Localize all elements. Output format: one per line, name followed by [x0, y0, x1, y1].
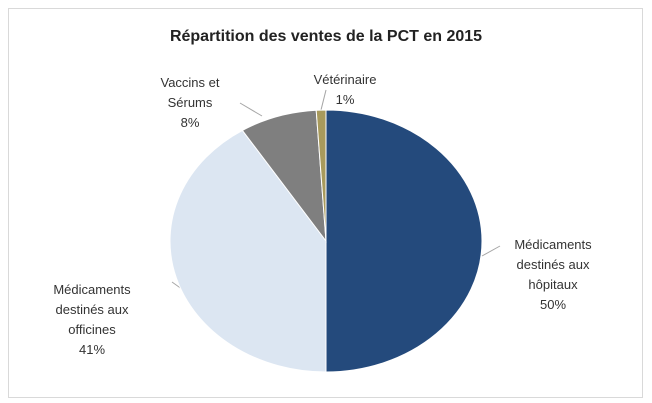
category-label: Médicaments destinés aux officines: [53, 282, 131, 337]
pie-slice: [315, 109, 327, 242]
leader-line: [481, 245, 501, 257]
value-label: 50%: [539, 297, 567, 312]
pie-slice: [169, 129, 327, 373]
leader-line: [239, 102, 263, 117]
chart-border: [8, 8, 643, 398]
value-label: 8%: [180, 115, 200, 130]
data-label: Médicaments destinés aux hôpitaux 50%: [503, 235, 603, 315]
leader-line: [320, 89, 327, 111]
chart-title: Répartition des ventes de la PCT en 2015: [169, 28, 483, 45]
data-label: Vaccins et Sérums 8%: [153, 73, 228, 133]
value-label: 1%: [335, 92, 355, 107]
category-label: Médicaments destinés aux hôpitaux: [514, 237, 592, 292]
value-label: 41%: [78, 342, 106, 357]
category-label: Vaccins et Sérums: [160, 75, 220, 110]
data-label: Médicaments destinés aux officines 41%: [42, 280, 142, 360]
pie-slice: [325, 109, 483, 373]
data-label: Vétérinaire 1%: [290, 70, 400, 110]
category-label: Vétérinaire: [313, 72, 377, 87]
